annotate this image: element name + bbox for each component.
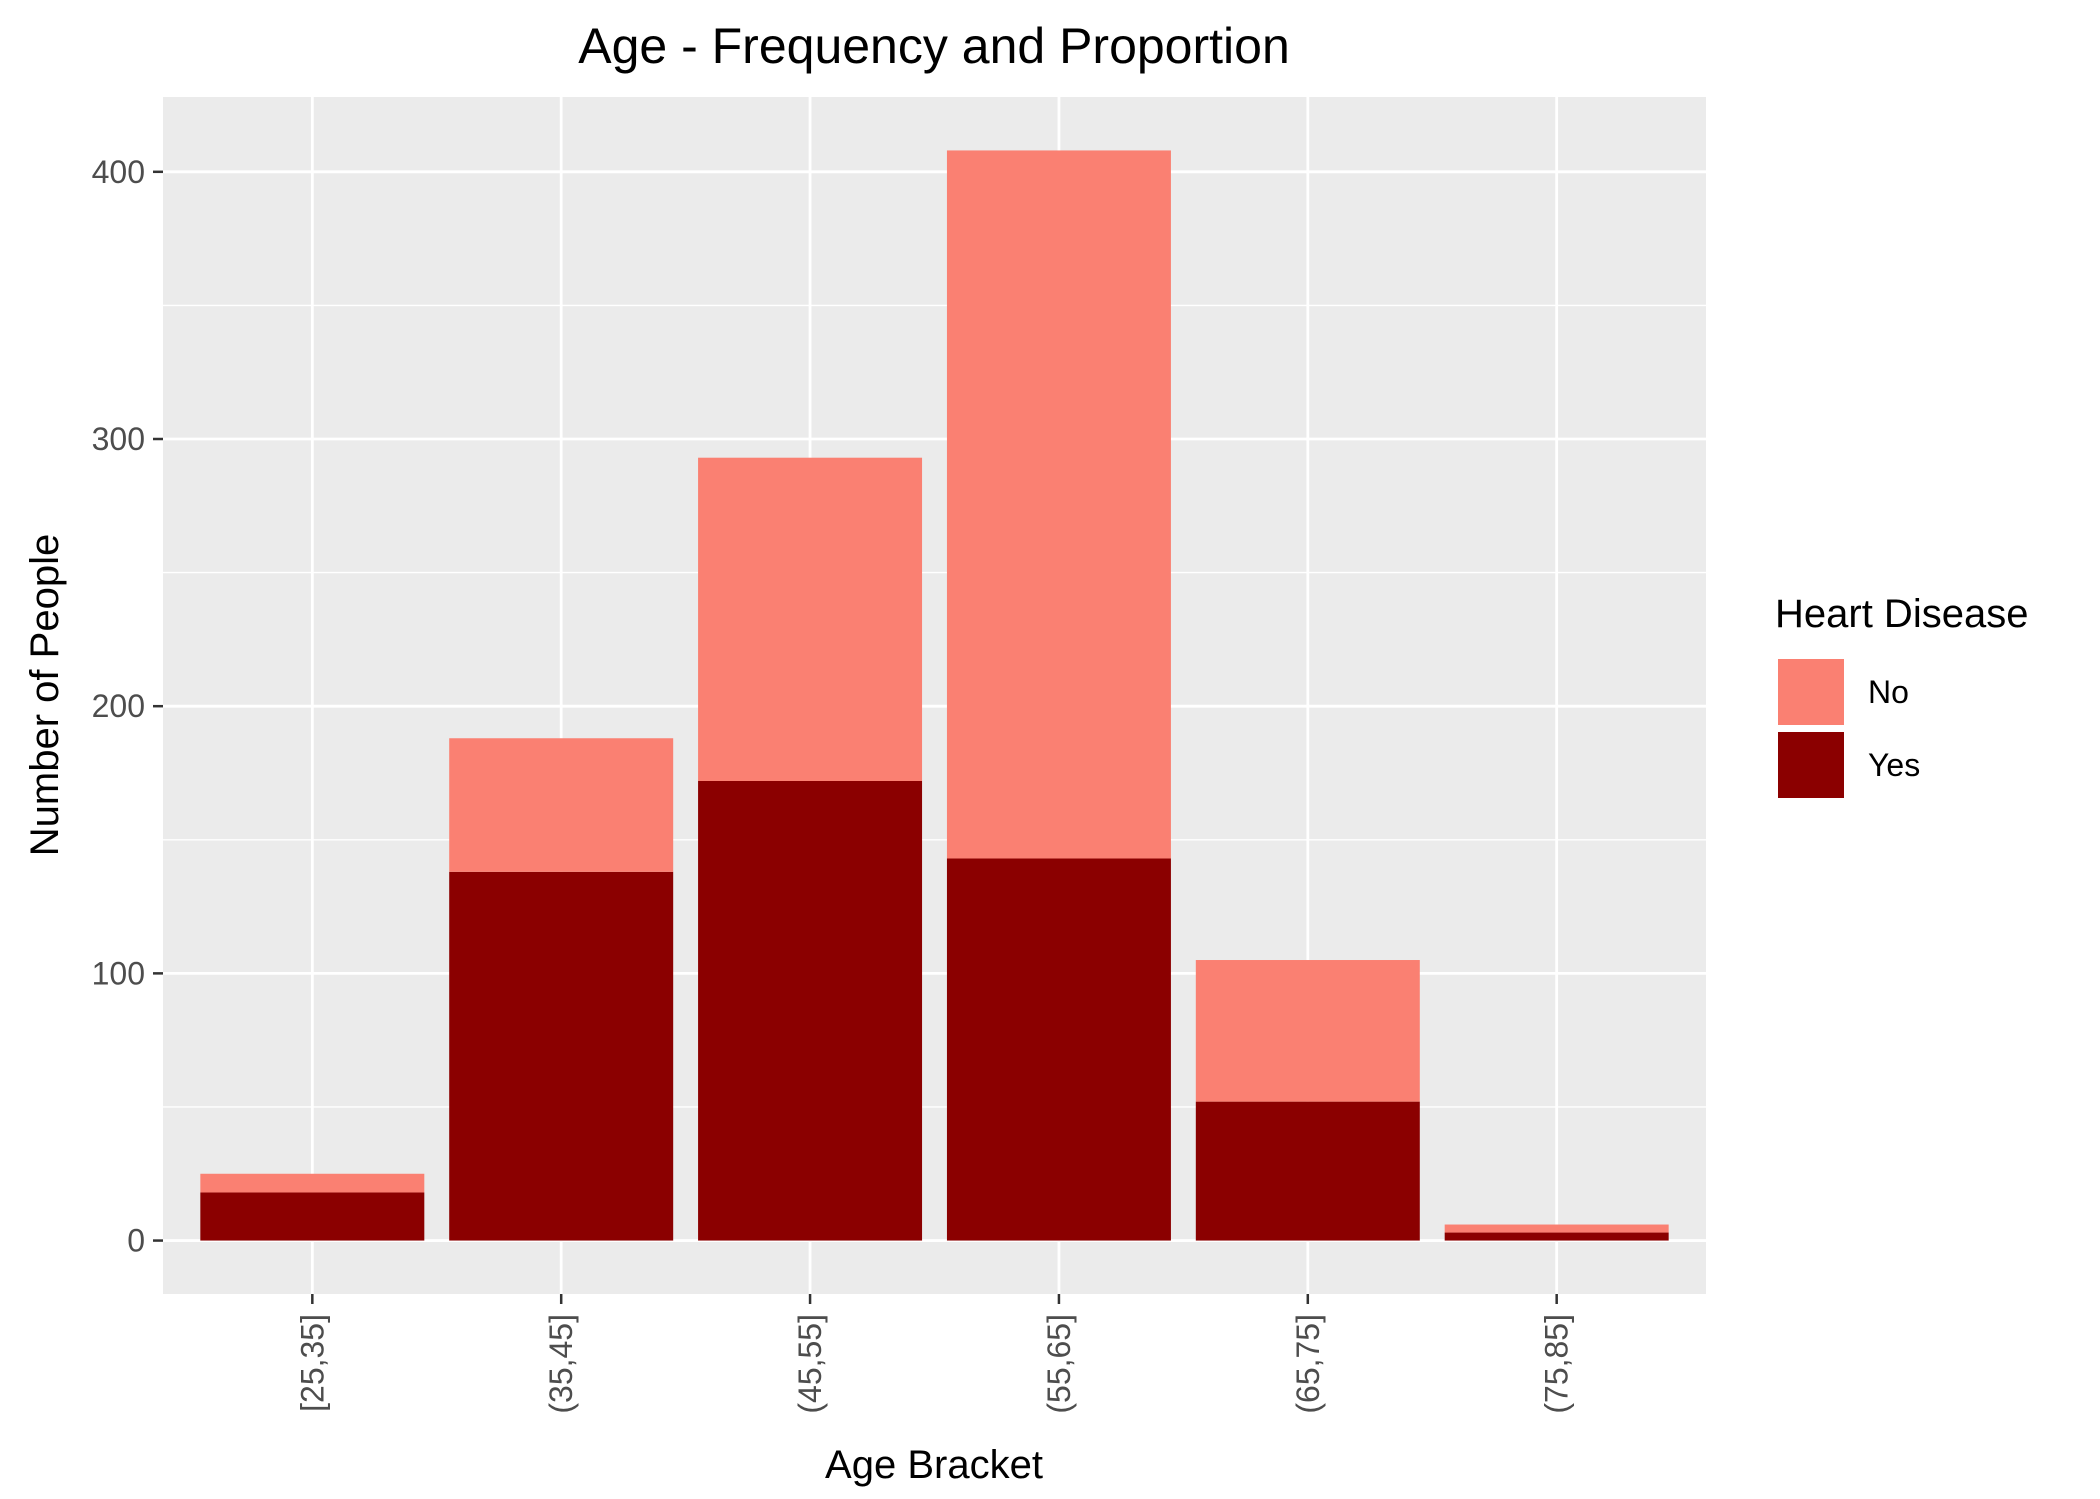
bar-segment-yes xyxy=(449,871,674,1241)
bar-segment-no xyxy=(1195,960,1420,1102)
y-tick-label: 200 xyxy=(92,688,145,724)
bar-segment-yes xyxy=(698,781,923,1241)
legend-key-yes xyxy=(1778,732,1844,798)
bar-segment-yes xyxy=(1444,1232,1669,1241)
minor-gridlines xyxy=(163,304,1706,1108)
x-tick-label: (55,65] xyxy=(1041,1314,1077,1414)
plot-panel xyxy=(163,97,1706,1294)
legend: Heart Disease No Yes xyxy=(1775,592,2028,798)
bar-segment-no xyxy=(200,1173,425,1193)
y-tick-label: 0 xyxy=(127,1223,145,1259)
y-tick-label: 100 xyxy=(92,955,145,991)
y-axis-title: Number of People xyxy=(23,534,67,856)
chart-title: Age - Frequency and Proportion xyxy=(578,18,1290,74)
x-axis-ticks: [25,35] (35,45] (45,55] (55,65] (65,75] (75,8… xyxy=(294,1294,1575,1414)
x-tick-label: (45,55] xyxy=(792,1314,828,1414)
bar-segment-yes xyxy=(200,1192,425,1241)
bar-segment-yes xyxy=(1195,1101,1420,1241)
legend-label-yes: Yes xyxy=(1868,747,1920,783)
bar-segment-no xyxy=(698,457,923,781)
x-tick-label: (75,85] xyxy=(1539,1314,1575,1414)
y-axis-ticks: 0 100 200 300 400 xyxy=(92,154,163,1259)
bar-segment-no xyxy=(449,738,674,872)
bars xyxy=(200,150,1669,1241)
x-axis-title: Age Bracket xyxy=(825,1443,1043,1487)
legend-label-no: No xyxy=(1868,674,1909,710)
x-tick-label: (35,45] xyxy=(543,1314,579,1414)
legend-key-no xyxy=(1778,659,1844,725)
y-tick-label: 400 xyxy=(92,154,145,190)
bar-segment-no xyxy=(1444,1224,1669,1233)
y-tick-label: 300 xyxy=(92,421,145,457)
x-tick-label: [25,35] xyxy=(294,1314,330,1412)
bar-segment-yes xyxy=(946,858,1171,1241)
bar-segment-no xyxy=(946,150,1171,859)
legend-title: Heart Disease xyxy=(1775,592,2028,636)
x-tick-label: (65,75] xyxy=(1290,1314,1326,1414)
